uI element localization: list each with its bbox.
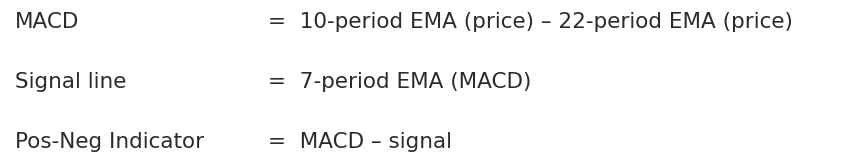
Text: =  MACD – signal: = MACD – signal — [268, 132, 452, 152]
Text: =  10-period EMA (price) – 22-period EMA (price): = 10-period EMA (price) – 22-period EMA … — [268, 12, 793, 32]
Text: Signal line: Signal line — [15, 72, 126, 92]
Text: Pos-Neg Indicator: Pos-Neg Indicator — [15, 132, 204, 152]
Text: =  7-period EMA (MACD): = 7-period EMA (MACD) — [268, 72, 531, 92]
Text: MACD: MACD — [15, 12, 79, 32]
